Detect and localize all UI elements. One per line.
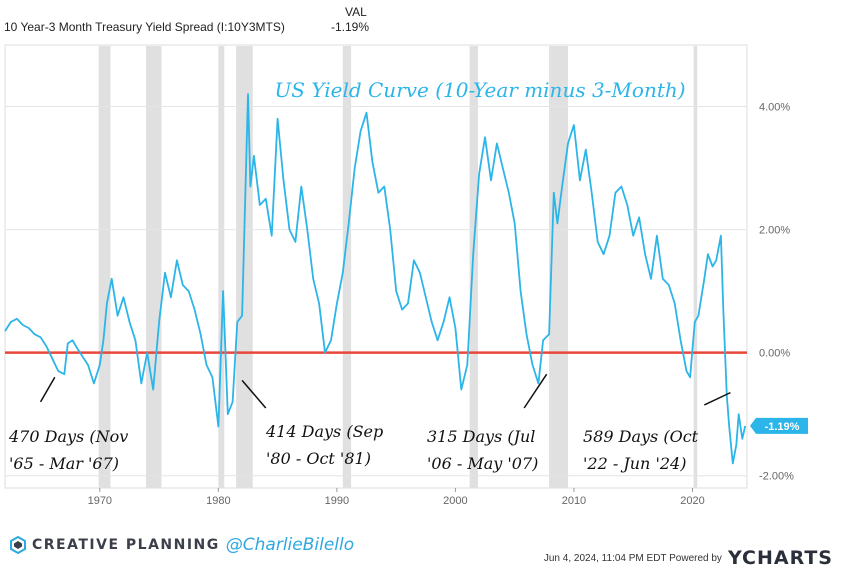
recession-band [236, 46, 253, 488]
annotation-line1: 589 Days (Oct [583, 427, 699, 446]
annotation-line2: '80 - Oct '81) [266, 449, 371, 468]
x-axis: 1970 1980 1990 2000 2010 2020 [88, 488, 705, 507]
recession-bands [98, 46, 698, 488]
plot-area [4, 44, 748, 489]
x-tick-label: 2020 [680, 495, 704, 507]
annotation-line1: 315 Days (Jul [427, 427, 535, 446]
creative-planning-brand: CREATIVE PLANNING @CharlieBilello [10, 535, 354, 555]
annotation-pointer [704, 391, 731, 406]
annotations: 470 Days (Nov '65 - Mar '67) 414 Days (Sep… [8, 373, 731, 473]
current-value-flag-label: -1.19% [765, 421, 800, 433]
recession-band [693, 46, 698, 488]
y-tick-label: -2.00% [759, 471, 794, 483]
x-tick-label: 1980 [206, 495, 230, 507]
author-handle: @CharlieBilello [225, 535, 355, 555]
chart-title: US Yield Curve (10-Year minus 3-Month) [274, 78, 685, 102]
annotation-line2: '65 - Mar '67) [9, 454, 119, 473]
current-value-flag: -1.19% [750, 417, 808, 434]
recession-band [549, 46, 569, 488]
y-tick-label: 0.00% [759, 348, 790, 360]
brand-name: CREATIVE PLANNING [32, 537, 220, 553]
creative-planning-logo-icon [10, 536, 26, 554]
recession-band [469, 46, 478, 488]
annotation-line2: '06 - May '07) [427, 454, 538, 473]
annotation-line1: 414 Days (Sep [265, 422, 383, 441]
annotation-line2: '22 - Jun '24) [583, 454, 686, 473]
series-name: 10 Year-3 Month Treasury Yield Spread (I… [4, 20, 285, 34]
y-tick-label: 4.00% [759, 102, 790, 114]
current-value: -1.19% [331, 20, 370, 34]
val-column-label: VAL [345, 5, 367, 19]
timestamp: Jun 4, 2024, 11:04 PM EDT Powered by [543, 552, 722, 564]
x-tick-label: 2000 [443, 495, 467, 507]
annotation-line1: 470 Days (Nov [8, 427, 128, 446]
x-tick-label: 2010 [562, 495, 586, 507]
yield-spread-chart: 1970 1980 1990 2000 2010 2020 4.00% 2.00% 0.00%… [4, 44, 808, 507]
ycharts-logo: YCHARTS [727, 547, 833, 569]
annotation-pointer [241, 379, 267, 409]
series-line [4, 93, 747, 465]
x-tick-label: 1990 [325, 495, 349, 507]
current-value-flag-shape [750, 417, 808, 434]
footer-credits: Jun 4, 2024, 11:04 PM EDT Powered by YCH… [544, 547, 833, 569]
recession-band [218, 46, 225, 488]
y-axis: 4.00% 2.00% 0.00% -2.00% [759, 102, 794, 483]
recession-band [342, 46, 352, 488]
annotation-pointer [39, 376, 56, 403]
x-tick-label: 1970 [88, 495, 112, 507]
recession-band [98, 46, 111, 488]
y-tick-label: 2.00% [759, 225, 790, 237]
recession-band [146, 46, 162, 488]
annotation-pointer [523, 373, 548, 409]
